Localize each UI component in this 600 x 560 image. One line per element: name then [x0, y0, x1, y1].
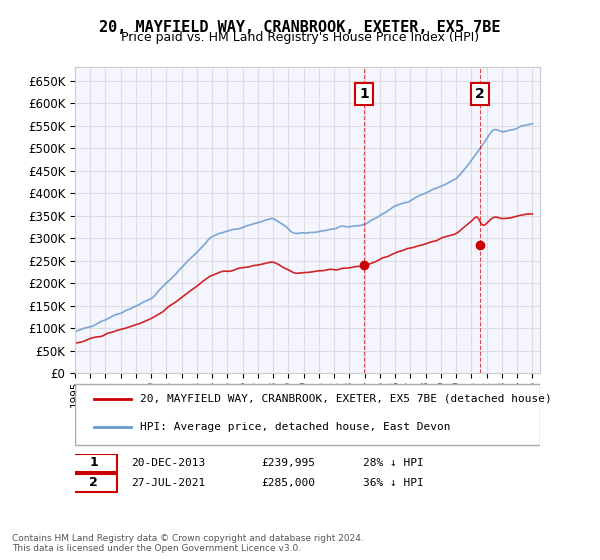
- Text: Contains HM Land Registry data © Crown copyright and database right 2024.
This d: Contains HM Land Registry data © Crown c…: [12, 534, 364, 553]
- Text: 1: 1: [89, 456, 98, 469]
- Text: 20-DEC-2013: 20-DEC-2013: [131, 458, 205, 468]
- Text: £239,995: £239,995: [261, 458, 315, 468]
- Text: 20, MAYFIELD WAY, CRANBROOK, EXETER, EX5 7BE: 20, MAYFIELD WAY, CRANBROOK, EXETER, EX5…: [99, 20, 501, 35]
- Text: HPI: Average price, detached house, East Devon: HPI: Average price, detached house, East…: [140, 422, 451, 432]
- Text: Price paid vs. HM Land Registry's House Price Index (HPI): Price paid vs. HM Land Registry's House …: [121, 31, 479, 44]
- FancyBboxPatch shape: [70, 454, 117, 472]
- Text: 28% ↓ HPI: 28% ↓ HPI: [364, 458, 424, 468]
- Text: £285,000: £285,000: [261, 478, 315, 488]
- Text: 20, MAYFIELD WAY, CRANBROOK, EXETER, EX5 7BE (detached house): 20, MAYFIELD WAY, CRANBROOK, EXETER, EX5…: [140, 394, 552, 404]
- Text: 27-JUL-2021: 27-JUL-2021: [131, 478, 205, 488]
- Text: 2: 2: [89, 477, 98, 489]
- Text: 1: 1: [359, 87, 369, 101]
- Text: 36% ↓ HPI: 36% ↓ HPI: [364, 478, 424, 488]
- Text: 2: 2: [475, 87, 485, 101]
- FancyBboxPatch shape: [75, 384, 540, 445]
- FancyBboxPatch shape: [70, 474, 117, 492]
